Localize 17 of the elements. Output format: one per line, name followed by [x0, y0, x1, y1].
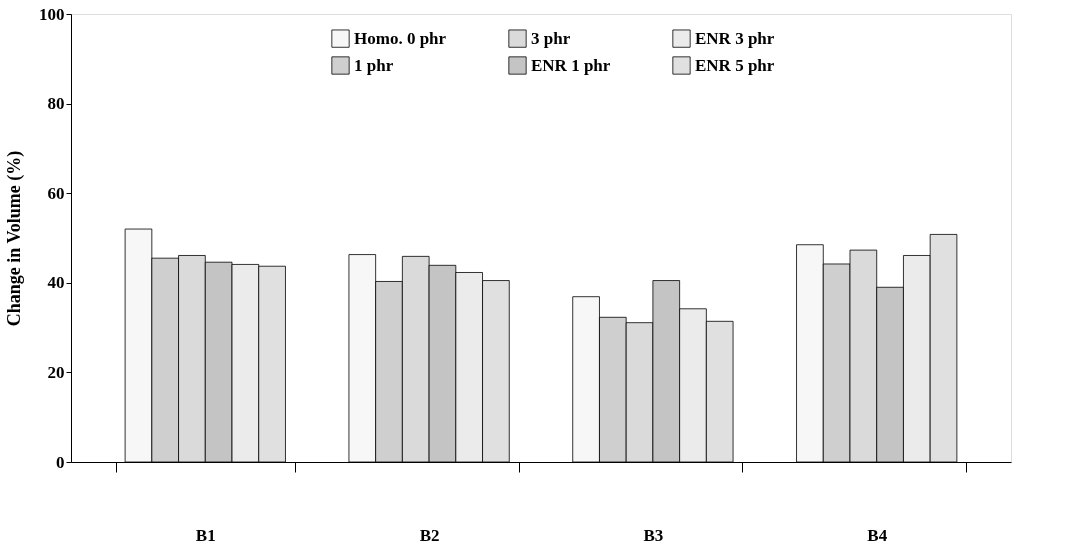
legend-label: 1 phr: [354, 55, 394, 75]
legend-label: ENR 3 phr: [695, 28, 775, 48]
legend-label: 3 phr: [531, 28, 571, 48]
x-tick-label: B2: [419, 525, 440, 541]
legend-label: ENR 5 phr: [695, 55, 775, 75]
x-tick-label: B1: [195, 525, 216, 541]
y-tick-label: 40: [47, 273, 65, 293]
y-tick-label: 0: [56, 452, 65, 472]
y-tick-label: 100: [39, 4, 65, 24]
y-tick-label: 60: [47, 183, 65, 203]
legend-label: ENR 1 phr: [531, 55, 611, 75]
y-tick-label: 80: [47, 94, 65, 114]
y-tick-label: 20: [47, 362, 65, 382]
x-tick-label: B4: [867, 525, 888, 541]
legend-label: Homo. 0 phr: [354, 28, 447, 48]
x-tick-label: B3: [643, 525, 664, 541]
y-axis-title: Change in Volume (%): [4, 150, 25, 327]
